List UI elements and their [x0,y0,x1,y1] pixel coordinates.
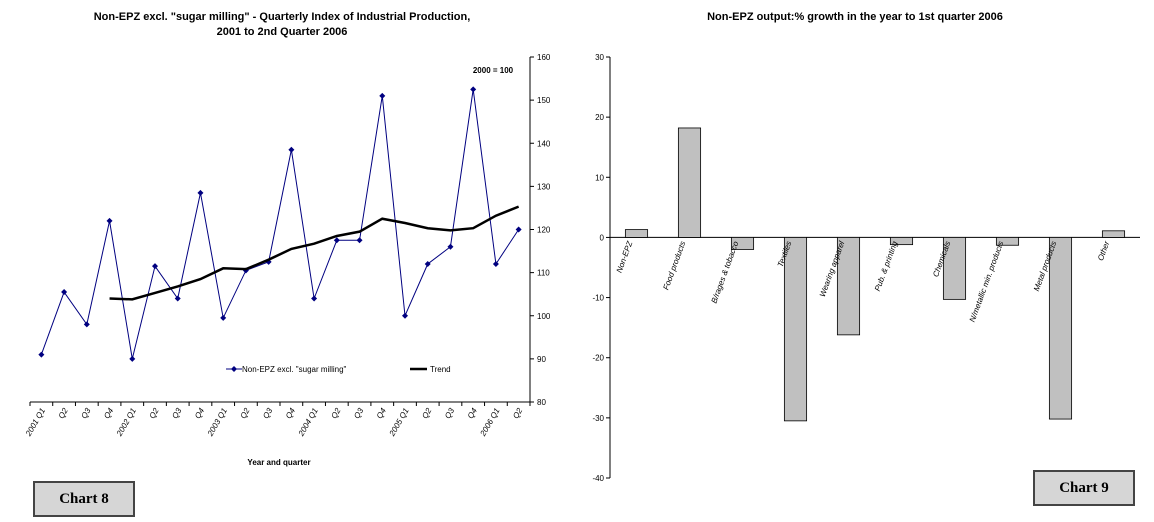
y-tick-label: 90 [537,355,546,364]
x-tick-label: Q2 [148,406,161,420]
data-point-marker [424,261,431,267]
y-tick-label: -20 [592,354,604,363]
data-point-marker [38,351,45,358]
y-tick-label: -30 [592,414,604,423]
x-category-label: Other [1096,240,1111,262]
x-tick-label: Q4 [375,406,388,420]
x-category-label: B/rages & tobacco [710,240,741,305]
series-trend-line [109,205,520,301]
x-tick-label: 2002 Q1 [114,407,138,439]
chart-9-caption: Chart 9 [1033,470,1135,506]
bar [1048,237,1073,420]
data-point-marker [129,355,136,362]
data-point-marker [197,189,204,196]
y-tick-label: 80 [537,398,546,407]
data-point-marker [470,86,477,93]
data-point-marker [152,263,158,270]
x-category-label: Pub. & printing [873,240,900,293]
legend-series-1-marker [231,366,237,372]
y-tick-label: 120 [537,226,551,235]
bar [836,237,861,336]
data-point-marker [333,237,340,244]
y-tick-label: 150 [537,96,551,105]
chart-8-base-annotation: 2000 = 100 [473,66,514,75]
y-tick-label: 160 [537,53,551,62]
bar [889,237,914,246]
x-tick-label: Q3 [170,406,183,420]
data-point-marker [515,226,522,233]
y-tick-label: -40 [592,474,604,483]
data-point-marker [61,289,68,296]
x-category-label: Non-EPZ [615,239,635,274]
x-tick-label: 2004 Q1 [296,407,320,439]
bar [942,237,967,300]
x-category-label: N/metallic min. products [968,240,1006,323]
x-tick-label: Q4 [466,406,479,420]
chart-8-line: Non-EPZ excl. "sugar milling" - Quarterl… [23,11,550,467]
data-point-marker [288,146,295,153]
y-tick-label: 10 [595,173,604,182]
legend-series-2-label: Trend [430,365,451,374]
series-index-line [40,89,520,359]
data-point-marker [402,312,408,319]
x-tick-label: 2003 Q1 [205,407,229,439]
bar [677,127,702,238]
x-tick-label: 2005 Q1 [387,407,411,439]
y-tick-label: 100 [537,312,551,321]
chart-8-x-axis-label: Year and quarter [247,458,310,467]
chart-9-bar: Non-EPZ output:% growth in the year to 1… [592,11,1140,483]
bar [995,237,1020,246]
chart-9-title: Non-EPZ output:% growth in the year to 1… [707,11,1003,23]
bar [624,229,649,238]
x-tick-label: Q2 [420,406,433,420]
x-tick-label: Q2 [511,406,524,420]
x-tick-label: Q4 [102,406,115,420]
bar [783,237,808,422]
data-point-marker [492,261,499,267]
x-tick-label: Q3 [261,406,274,420]
chart-8-caption: Chart 8 [33,481,135,517]
x-tick-label: Q3 [79,406,92,420]
x-category-label: Food products [661,240,687,291]
x-tick-label: 2006 Q1 [478,406,502,438]
legend-series-1-label: Non-EPZ excl. "sugar milling" [242,365,347,374]
y-tick-label: 140 [537,139,551,148]
y-tick-label: 0 [600,233,605,242]
chart-8-legend: Non-EPZ excl. "sugar milling" Trend [226,365,451,374]
data-point-marker [311,295,318,302]
bar [1101,230,1126,238]
x-tick-label: Q3 [443,406,456,420]
bar [730,237,755,250]
y-tick-label: 30 [595,53,604,62]
data-point-marker [220,314,227,321]
x-tick-label: Q2 [329,406,342,420]
y-tick-label: 20 [595,113,604,122]
data-point-marker [356,237,363,244]
y-tick-label: -10 [592,294,604,303]
chart-8-subtitle: 2001 to 2nd Quarter 2006 [217,26,348,38]
chart-8-title: Non-EPZ excl. "sugar milling" - Quarterl… [94,11,471,23]
data-point-marker [447,243,454,250]
x-tick-label: Q4 [284,406,297,420]
x-tick-label: Q2 [239,406,252,420]
x-tick-label: Q2 [57,406,70,420]
x-tick-label: Q4 [193,406,206,420]
x-tick-label: 2001 Q1 [23,407,47,439]
x-tick-label: Q3 [352,406,365,420]
data-point-marker [379,92,386,99]
y-tick-label: 110 [537,269,550,278]
data-point-marker [174,295,181,302]
data-point-marker [83,321,90,328]
chart-9-plot-area: -40 -30 -20 -10 0 10 20 30 Non-EPZ Food products B… [592,53,1140,483]
data-point-marker [106,217,113,224]
y-tick-label: 130 [537,182,551,191]
